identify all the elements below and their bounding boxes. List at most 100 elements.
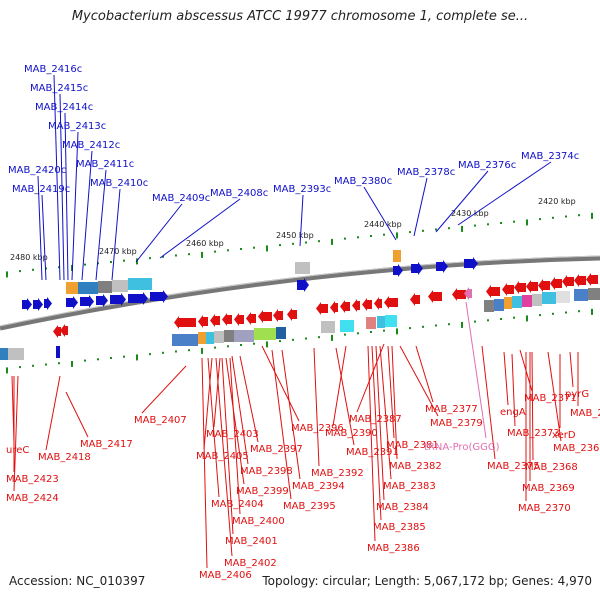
feature-block bbox=[366, 317, 376, 329]
kbp-scale: 2420 kbp 2430 kbp 2440 kbp 2450 kbp 2460 kbp… bbox=[6, 197, 593, 374]
reverse-gene-leader bbox=[367, 345, 376, 542]
tick-upper bbox=[253, 246, 255, 249]
reverse-gene-leader bbox=[415, 345, 434, 403]
tick-lower bbox=[383, 329, 385, 332]
reverse-gene-leader bbox=[215, 357, 233, 557]
reverse-gene-arrow bbox=[258, 310, 272, 323]
reverse-gene-leader bbox=[335, 347, 355, 446]
feature-block bbox=[224, 330, 234, 342]
tick-upper bbox=[214, 250, 216, 253]
reverse-gene-leader bbox=[399, 345, 439, 417]
reverse-gene-label: MAB_2379 bbox=[430, 418, 483, 429]
reverse-gene-label: MAB_2381 bbox=[386, 440, 439, 451]
tick-lower bbox=[84, 359, 86, 362]
reverse-gene-leader bbox=[371, 345, 382, 521]
forward-gene-leader bbox=[71, 131, 79, 281]
kbp-tick-label: 2450 kbp bbox=[276, 231, 314, 240]
reverse-gene-label: MAB_2397 bbox=[250, 444, 303, 455]
tick-upper bbox=[110, 261, 112, 263]
forward-gene-arrow bbox=[33, 298, 43, 311]
tick-upper bbox=[175, 254, 177, 257]
forward-gene-label: MAB_2415c bbox=[30, 83, 88, 94]
reverse-gene-label: MAB_2369 bbox=[522, 483, 575, 494]
reverse-gene-arrow bbox=[53, 325, 61, 338]
reverse-gene-label: MAB_2417 bbox=[80, 439, 133, 450]
reverse-gene-leader bbox=[569, 351, 574, 388]
reverse-gene-leader bbox=[141, 365, 187, 414]
feature-block bbox=[321, 321, 335, 333]
forward-gene-leader bbox=[299, 194, 304, 247]
tick-lower bbox=[487, 319, 489, 322]
reverse-gene-arrow bbox=[174, 316, 196, 329]
feature-block bbox=[254, 328, 276, 340]
forward-gene-label: MAB_2413c bbox=[48, 121, 106, 132]
reverse-gene-arrow bbox=[362, 298, 372, 311]
tick-upper bbox=[292, 242, 294, 245]
reverse-gene-leader bbox=[271, 349, 292, 500]
reverse-gene-leader bbox=[229, 357, 241, 515]
tick-upper bbox=[279, 244, 281, 247]
kbp-tick-label: 2480 kbp bbox=[10, 253, 48, 262]
tick-lower bbox=[318, 336, 320, 339]
feature-block bbox=[494, 299, 504, 311]
accession-label: Accession: NC_010397 bbox=[9, 574, 146, 588]
reverse-gene-arrow bbox=[316, 302, 328, 315]
feature-block bbox=[340, 320, 354, 332]
forward-gene-arrow bbox=[66, 296, 78, 309]
tick-upper bbox=[500, 222, 502, 224]
feature-block bbox=[484, 300, 494, 312]
reverse-gene-label: MAB_2403 bbox=[206, 429, 259, 440]
tick-lower bbox=[422, 325, 424, 328]
reverse-gene-label: MAB_2396 bbox=[291, 423, 344, 434]
reverse-gene-arrow bbox=[514, 281, 526, 294]
reverse-gene-arrow bbox=[374, 297, 382, 310]
feature-block bbox=[574, 289, 588, 301]
reverse-gene-label: MAB_2404 bbox=[211, 499, 264, 510]
forward-gene-label: MAB_2408c bbox=[210, 188, 268, 199]
kbp-tick-label: 2420 kbp bbox=[538, 197, 576, 206]
forward-gene-arrow bbox=[393, 264, 403, 277]
forward-gene-leader bbox=[37, 175, 43, 281]
forward-gene-label: MAB_2378c bbox=[397, 167, 455, 178]
trna-gene-label: tRNA-Pro(GGG) bbox=[424, 442, 500, 453]
forward-gene-leader bbox=[363, 186, 397, 241]
tick-upper bbox=[552, 216, 554, 219]
reverse-gene-label: MAB_2394 bbox=[292, 481, 345, 492]
reverse-gene-leader bbox=[356, 343, 385, 413]
feature-block bbox=[385, 315, 397, 327]
reverse-gene-arrow bbox=[222, 313, 232, 326]
reverse-gene-label: MAB_2377 bbox=[425, 404, 478, 415]
tick-upper bbox=[331, 238, 333, 245]
reverse-gene-label: MAB_2407 bbox=[134, 415, 187, 426]
feature-block bbox=[532, 294, 542, 306]
tick-lower bbox=[396, 328, 398, 335]
reverse-gene-label: MAB_2424 bbox=[6, 493, 59, 504]
reverse-gene-arrow bbox=[550, 277, 562, 290]
forward-gene-leader bbox=[53, 74, 61, 281]
reverse-gene-label: MAB_2386 bbox=[367, 543, 420, 554]
forward-gene-arrow bbox=[128, 292, 148, 305]
reverse-gene-arrow bbox=[198, 315, 208, 328]
reverse-gene-label: MAB_2395 bbox=[283, 501, 336, 512]
reverse-gene-label: MAB_2385 bbox=[373, 522, 426, 533]
tick-upper bbox=[45, 267, 47, 270]
reverse-gene-leader bbox=[13, 375, 19, 492]
feature-block bbox=[504, 297, 512, 309]
reverse-gene-arrow bbox=[464, 287, 472, 300]
tick-lower bbox=[552, 312, 554, 315]
reverse-gene-label: MAB_2384 bbox=[376, 502, 429, 513]
reverse-gene-label: pyrG bbox=[565, 389, 589, 400]
tick-lower bbox=[175, 350, 177, 353]
kbp-tick-label: 2430 kbp bbox=[451, 209, 489, 218]
forward-gene-label: MAB_2410c bbox=[90, 178, 148, 189]
forward-gene-arrow bbox=[411, 262, 423, 275]
forward-gene-label: MAB_2380c bbox=[334, 176, 392, 187]
feature-block bbox=[276, 327, 286, 339]
tick-lower bbox=[58, 362, 60, 365]
kbp-tick-label: 2470 kbp bbox=[99, 247, 137, 256]
reverse-gene-label: MAB_2365 bbox=[570, 408, 600, 419]
tick-upper bbox=[396, 232, 398, 239]
reverse-gene-label: MAB_2405 bbox=[196, 451, 249, 462]
tick-lower bbox=[513, 316, 515, 319]
reverse-gene-leader bbox=[313, 347, 320, 467]
